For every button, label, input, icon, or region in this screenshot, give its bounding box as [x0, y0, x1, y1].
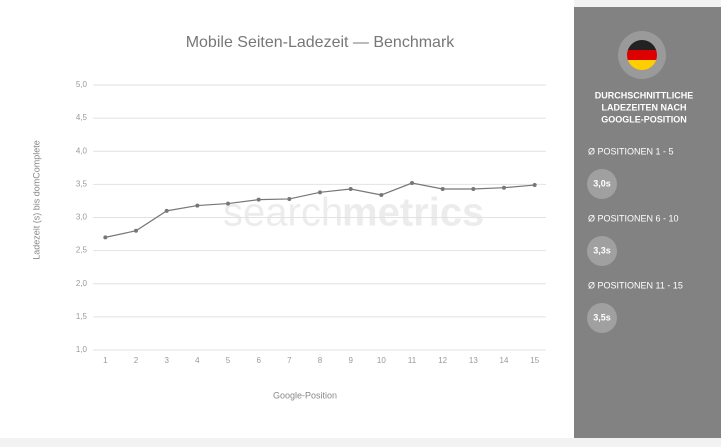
- badge-value: 3,0s: [593, 178, 611, 188]
- data-point: [532, 183, 537, 188]
- x-tick-label: 6: [256, 356, 261, 365]
- x-tick-label: 12: [438, 356, 447, 365]
- x-axis-label: Google-Position: [273, 390, 337, 400]
- x-tick-label: 1: [103, 356, 108, 365]
- data-point: [195, 203, 200, 208]
- badge-value: 3,3s: [593, 245, 611, 255]
- sidebar-label: Ø POSITIONEN 11 - 15: [588, 280, 683, 290]
- data-point: [410, 181, 414, 186]
- badge-value: 3,5s: [593, 312, 611, 322]
- x-tick-label: 8: [318, 356, 323, 365]
- sidebar: [574, 7, 721, 438]
- x-tick-label: 13: [469, 356, 478, 365]
- x-tick-label: 9: [348, 356, 353, 365]
- data-point: [502, 185, 506, 190]
- x-tick-label: 15: [530, 356, 539, 365]
- x-tick-label: 10: [377, 356, 386, 365]
- data-point: [318, 190, 322, 195]
- y-tick-label: 2,5: [76, 246, 88, 255]
- data-point: [348, 187, 353, 192]
- data-point: [287, 196, 292, 201]
- data-point: [471, 187, 476, 192]
- badge: [587, 236, 617, 266]
- x-tick-label: 3: [164, 356, 169, 365]
- badge: [587, 303, 617, 333]
- y-tick-label: 3,0: [76, 213, 88, 222]
- x-tick-label: 14: [500, 356, 509, 365]
- y-tick-label: 1,5: [76, 312, 88, 321]
- x-tick-label: 5: [226, 356, 231, 365]
- x-tick-label: 2: [134, 356, 139, 365]
- sidebar-heading: DURCHSCHNITTLICHE: [595, 90, 694, 100]
- watermark: search metrics: [223, 191, 484, 235]
- badge: [587, 169, 617, 199]
- y-tick-label: 3,5: [76, 179, 88, 188]
- sidebar-heading: LADEZEITEN NACH: [602, 102, 687, 112]
- y-tick-label: 4,5: [76, 113, 88, 122]
- data-point: [164, 208, 169, 213]
- sidebar-label: Ø POSITIONEN 6 - 10: [588, 213, 679, 223]
- x-tick-label: 4: [195, 356, 200, 365]
- data-point: [134, 228, 138, 233]
- data-point: [226, 201, 230, 206]
- y-tick-label: 1,0: [76, 345, 88, 354]
- sidebar-heading: GOOGLE-POSITION: [601, 114, 687, 124]
- data-point: [256, 197, 261, 202]
- data-point: [440, 187, 445, 192]
- y-axis-label: Ladezeit (s) bis domComplete: [31, 140, 41, 260]
- x-tick-label: 11: [408, 356, 417, 365]
- y-tick-label: 5,0: [76, 80, 88, 89]
- card: [0, 0, 574, 438]
- y-tick-label: 2,0: [76, 279, 88, 288]
- flag: [618, 31, 666, 79]
- data-point: [103, 235, 108, 240]
- data-point: [379, 192, 384, 197]
- chart-title: Mobile Seiten-Ladezeit — Benchmark: [186, 34, 456, 51]
- watermark-text: metrics: [342, 191, 484, 235]
- x-tick-label: 7: [287, 356, 292, 365]
- sidebar-label: Ø POSITIONEN 1 - 5: [588, 146, 674, 156]
- watermark-text: search: [223, 191, 343, 235]
- y-tick-label: 4,0: [76, 146, 88, 155]
